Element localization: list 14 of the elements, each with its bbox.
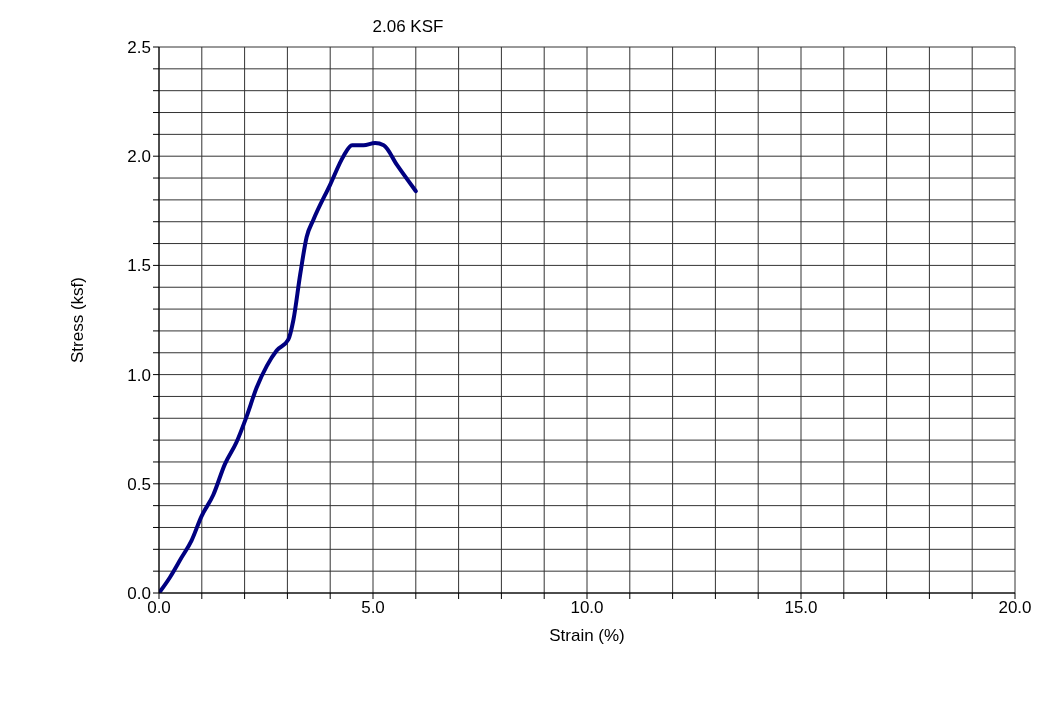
x-tick-label: 10.0 [570,598,604,618]
y-tick-label: 0.5 [127,474,151,494]
line-series [159,141,418,593]
y-tick-label: 1.0 [127,365,151,385]
y-tick-label: 2.0 [127,147,151,167]
y-tick-label: 2.5 [127,38,151,58]
y-tick-label: 1.5 [127,256,151,276]
x-tick-label: 20.0 [998,598,1032,618]
x-tick-label: 0.0 [147,598,171,618]
y-axis-title: Stress (ksf) [68,277,88,363]
x-axis-title: Strain (%) [549,626,625,645]
chart-title: 2.06 KSF [371,17,445,37]
x-tick-label: 5.0 [361,598,385,618]
x-tick-label: 15.0 [784,598,818,618]
